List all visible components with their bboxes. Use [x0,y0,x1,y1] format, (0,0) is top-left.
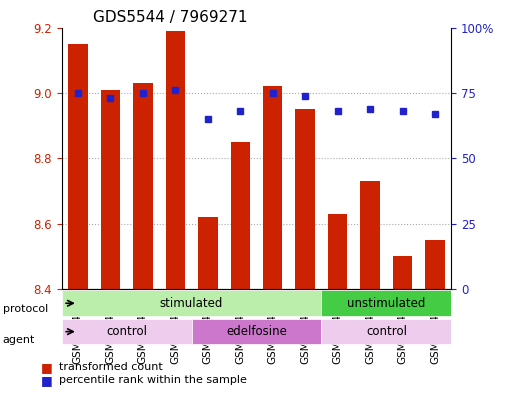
Text: percentile rank within the sample: percentile rank within the sample [59,375,247,386]
FancyBboxPatch shape [191,319,322,344]
Text: unstimulated: unstimulated [347,297,426,310]
Text: ■: ■ [41,361,53,374]
Text: agent: agent [3,335,35,345]
Text: stimulated: stimulated [160,297,223,310]
Text: transformed count: transformed count [59,362,163,373]
Bar [295,109,315,289]
FancyBboxPatch shape [62,290,322,316]
Text: control: control [106,325,147,338]
Bar [425,240,445,289]
Text: GDS5544 / 7969271: GDS5544 / 7969271 [93,10,247,25]
Bar [393,256,412,289]
Bar [68,44,88,289]
Text: control: control [366,325,407,338]
Bar [263,86,283,289]
Text: edelfosine: edelfosine [226,325,287,338]
Bar [101,90,120,289]
Bar [361,181,380,289]
Bar [166,31,185,289]
Bar [328,214,347,289]
FancyBboxPatch shape [322,319,451,344]
Text: ■: ■ [41,374,53,387]
Text: protocol: protocol [3,303,48,314]
FancyBboxPatch shape [62,319,191,344]
Bar [198,217,218,289]
FancyBboxPatch shape [322,290,451,316]
Bar [230,142,250,289]
Bar [133,83,152,289]
